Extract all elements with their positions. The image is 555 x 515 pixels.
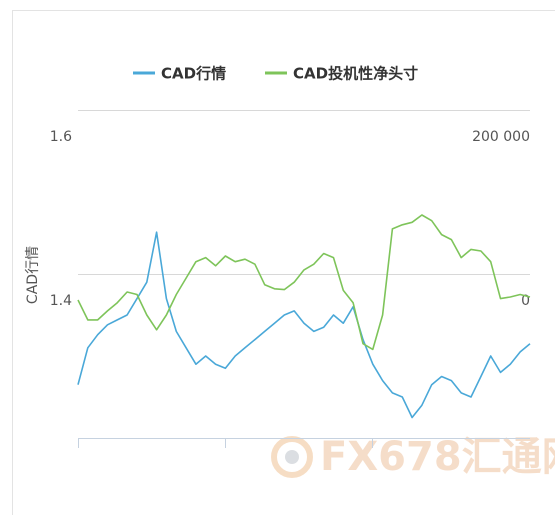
legend-label: CAD投机性净头寸 [293, 65, 418, 83]
y-axis-title: CAD行情 [25, 246, 41, 304]
legend-label: CAD行情 [161, 65, 226, 83]
series-line [77, 231, 531, 419]
y2-tick-label: 0 [521, 293, 530, 309]
y-tick-label: 1.6 [50, 129, 72, 145]
watermark: FX678汇通网 [320, 434, 555, 480]
series-line [77, 214, 531, 351]
card [12, 10, 555, 515]
y2-tick-label: 200 000 [472, 129, 530, 145]
y-tick-label: 1.4 [50, 293, 72, 309]
